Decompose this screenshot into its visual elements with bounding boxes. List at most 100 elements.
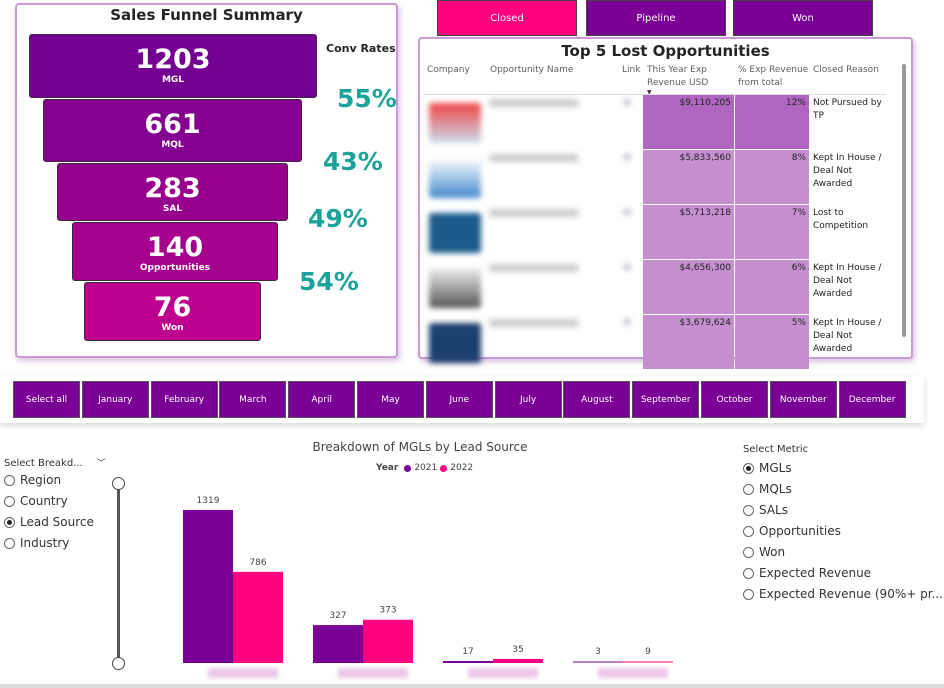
legend-2022[interactable]: 2022 <box>450 463 474 473</box>
won-button[interactable]: Won <box>733 0 873 36</box>
range-slider-handle-top[interactable] <box>112 477 125 490</box>
month-august[interactable]: August <box>563 381 631 418</box>
pct-cell: 7% <box>735 205 809 259</box>
table-row[interactable]: $9,110,205 12% Not Pursued by TP <box>425 95 885 150</box>
option-label: MGLs <box>759 461 792 475</box>
link-icon[interactable] <box>623 154 631 160</box>
funnel-stage-sal[interactable]: 283 SAL <box>57 163 288 221</box>
month-january[interactable]: January <box>81 381 149 418</box>
month-february[interactable]: February <box>150 381 218 418</box>
stage-label: MQL <box>161 140 184 150</box>
breakdown-option[interactable]: Country <box>4 494 68 508</box>
col-link[interactable]: Link <box>622 65 641 75</box>
breakdown-option[interactable]: Lead Source <box>4 515 94 529</box>
option-label: Region <box>20 473 62 487</box>
closed-button[interactable]: Closed <box>437 0 577 36</box>
link-icon[interactable] <box>623 209 631 215</box>
metric-option[interactable]: MQLs <box>743 482 792 496</box>
metric-option[interactable]: Expected Revenue (90%+ pr... <box>743 587 943 601</box>
stage-label: MGL <box>161 75 185 85</box>
option-label: Lead Source <box>20 515 94 529</box>
opportunity-name-redacted <box>489 209 579 217</box>
closed-reason-cell: Kept In House / Deal Not Awarded <box>813 263 882 299</box>
month-november[interactable]: November <box>769 381 837 418</box>
link-icon[interactable] <box>623 319 631 325</box>
col-closed-reason[interactable]: Closed Reason <box>813 65 879 75</box>
col-pct[interactable]: % Exp Revenue from total <box>738 65 809 88</box>
month-december[interactable]: December <box>838 381 906 418</box>
company-logo <box>429 268 481 308</box>
bar-2021[interactable] <box>313 625 363 663</box>
radio-icon <box>743 504 754 516</box>
month-select-all[interactable]: Select all <box>13 381 80 418</box>
breakdown-option[interactable]: Industry <box>4 536 69 550</box>
opportunity-name-redacted <box>489 154 579 162</box>
revenue-cell: $5,713,218 <box>643 205 734 259</box>
table-scrollbar[interactable] <box>902 64 906 337</box>
metric-option[interactable]: Opportunities <box>743 524 841 538</box>
col-opportunity-name[interactable]: Opportunity Name <box>490 65 574 75</box>
funnel-stage-opportunities[interactable]: 140 Opportunities <box>72 222 278 281</box>
table-row[interactable]: $5,713,218 7% Lost to Competition <box>425 205 885 260</box>
month-september[interactable]: September <box>632 381 700 418</box>
data-label: 373 <box>379 606 396 616</box>
radio-icon <box>743 588 754 600</box>
table-title: Top 5 Lost Opportunities <box>561 42 770 60</box>
company-logo <box>429 213 481 253</box>
range-slider-track[interactable] <box>117 484 120 664</box>
bar-2022[interactable] <box>623 661 673 663</box>
closed-reason-cell: Lost to Competition <box>813 208 869 231</box>
funnel-stage-mql[interactable]: 661 MQL <box>43 99 302 162</box>
month-april[interactable]: April <box>288 381 356 418</box>
stage-label: Won <box>161 323 184 333</box>
breakdown-option[interactable]: Region <box>4 473 61 487</box>
table-row[interactable]: $4,656,300 6% Kept In House / Deal Not A… <box>425 260 885 315</box>
month-june[interactable]: June <box>425 381 493 418</box>
funnel-title: Sales Funnel Summary <box>110 6 303 24</box>
month-may[interactable]: May <box>357 381 424 418</box>
option-label: SALs <box>759 503 788 517</box>
metric-option[interactable]: Won <box>743 545 785 559</box>
metric-option[interactable]: Expected Revenue <box>743 566 871 580</box>
breakdown-label: Select Breakd... <box>4 458 83 469</box>
option-label: Country <box>20 494 68 508</box>
breakdown-dropdown[interactable]: Select Breakd... ﹀ <box>4 456 106 469</box>
radio-icon <box>743 567 754 579</box>
pipeline-button[interactable]: Pipeline <box>586 0 726 36</box>
month-july[interactable]: July <box>494 381 562 418</box>
company-logo <box>429 323 481 363</box>
month-october[interactable]: October <box>701 381 768 418</box>
col-revenue[interactable]: This Year Exp Revenue USD <box>647 65 709 88</box>
pct-cell: 8% <box>735 150 809 204</box>
bar-2021[interactable] <box>573 661 623 663</box>
table-row[interactable]: $5,833,560 8% Kept In House / Deal Not A… <box>425 150 885 205</box>
col-company[interactable]: Company <box>427 65 470 75</box>
bar-2022[interactable] <box>363 619 413 663</box>
table-row[interactable]: $3,679,624 5% Kept In House / Deal Not A… <box>425 315 885 370</box>
radio-icon <box>4 516 15 528</box>
option-label: Opportunities <box>759 524 841 538</box>
funnel-stage-mgl[interactable]: 1203 MGL <box>29 34 317 98</box>
radio-icon <box>743 546 754 558</box>
stage-label: Opportunities <box>139 263 211 273</box>
link-icon[interactable] <box>623 99 631 105</box>
range-slider-handle-bottom[interactable] <box>112 657 125 670</box>
option-label: Industry <box>20 536 70 550</box>
month-march[interactable]: March <box>219 381 287 418</box>
legend-2021[interactable]: 2021 <box>414 463 438 473</box>
revenue-cell: $4,656,300 <box>643 260 734 314</box>
option-label: MQLs <box>759 482 792 496</box>
option-label: Expected Revenue <box>759 566 872 580</box>
data-label: 9 <box>645 647 651 657</box>
bar-2021[interactable] <box>183 510 233 663</box>
metric-option[interactable]: SALs <box>743 503 788 517</box>
bar-2021[interactable] <box>443 661 493 663</box>
bar-2022[interactable] <box>493 658 543 663</box>
legend-dot-2021 <box>404 464 412 472</box>
link-icon[interactable] <box>623 264 631 270</box>
conversion-rate: 49% <box>308 204 368 233</box>
metric-option[interactable]: MGLs <box>743 461 792 475</box>
funnel-stage-won[interactable]: 76 Won <box>84 282 261 341</box>
chart-legend: Year 2021 2022 <box>376 463 473 473</box>
bar-2022[interactable] <box>233 571 283 663</box>
